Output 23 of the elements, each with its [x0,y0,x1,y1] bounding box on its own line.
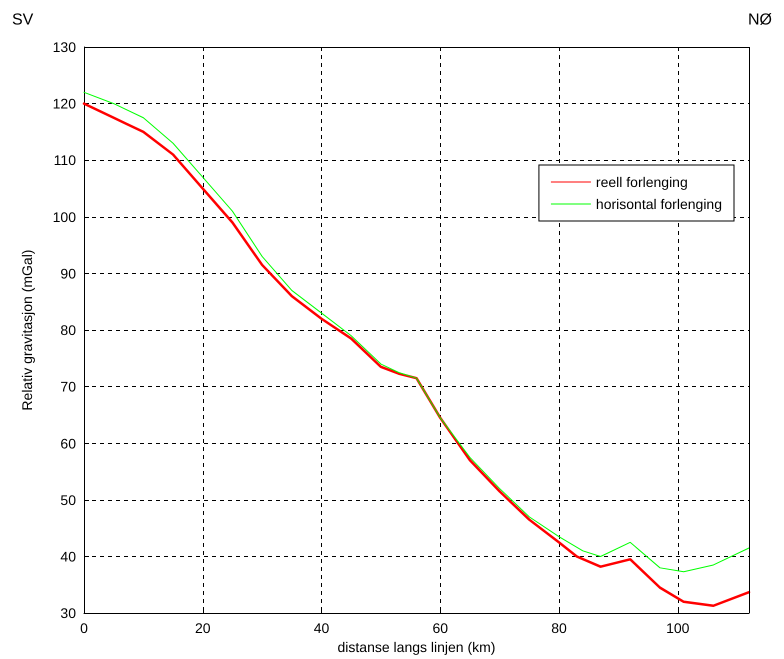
y-tick-label: 80 [60,322,76,338]
x-axis-title: distanse langs linjen (km) [338,639,496,655]
y-tick-label: 120 [52,96,76,112]
x-tick-label: 0 [80,620,88,636]
text: SV [12,12,34,28]
y-tick-label: 40 [60,548,76,564]
x-tick-label: 40 [314,620,330,636]
y-tick-label: 110 [54,152,76,168]
y-tick-label: 50 [60,492,76,508]
x-tick-label: 20 [194,620,211,636]
x-tick-label: 80 [551,620,567,636]
x-tick-label: 60 [432,620,448,636]
y-tick-label: 90 [60,265,76,282]
y-tick-label: 30 [60,605,76,622]
y-tick-label: 100 [52,208,76,225]
legend-label: reell forlenging [596,174,688,190]
y-tick-label: 70 [60,378,76,395]
legend-label: horisontal forlenging [596,196,722,212]
text: NØ [748,12,772,28]
y-tick-label: 130 [52,39,76,55]
y-axis-title: Relativ gravitasjon (mGal) [19,250,35,411]
x-tick-label: 100 [666,620,690,636]
y-tick-label: 60 [60,435,76,452]
